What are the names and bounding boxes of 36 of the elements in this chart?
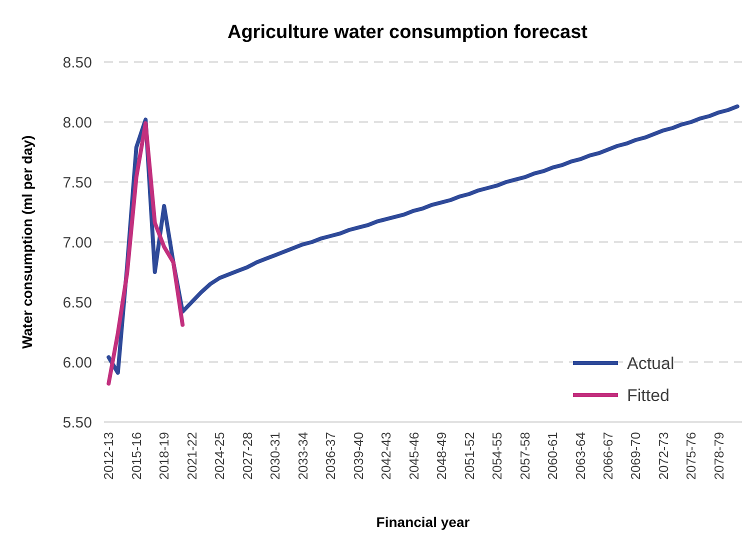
x-axis-title: Financial year bbox=[376, 514, 470, 530]
x-tick-label: 2063-64 bbox=[572, 432, 588, 480]
x-tick-label: 2078-79 bbox=[711, 432, 726, 480]
x-tick-label: 2048-49 bbox=[434, 432, 450, 480]
x-tick-label: 2051-52 bbox=[462, 432, 477, 480]
x-tick-label: 2072-73 bbox=[656, 432, 671, 480]
y-tick-label: 6.00 bbox=[62, 354, 92, 372]
x-tick-label: 2015-16 bbox=[128, 432, 144, 480]
x-tick-label: 2042-43 bbox=[378, 432, 394, 480]
x-tick-label: 2069-70 bbox=[628, 432, 644, 480]
y-axis-title: Water consumption (ml per day) bbox=[19, 135, 35, 349]
chart-title: Agriculture water consumption forecast bbox=[227, 22, 588, 43]
x-tick-label: 2060-61 bbox=[545, 432, 560, 480]
legend-label: Fitted bbox=[627, 386, 670, 405]
x-tick-label: 2012-13 bbox=[101, 432, 116, 480]
legend-label: Actual bbox=[627, 354, 674, 373]
y-tick-label: 8.50 bbox=[62, 54, 92, 72]
y-tick-label: 7.50 bbox=[62, 174, 92, 192]
x-tick-label: 2027-28 bbox=[240, 432, 255, 480]
x-tick-label: 2030-31 bbox=[268, 432, 283, 480]
x-tick-label: 2036-37 bbox=[323, 432, 338, 480]
y-tick-label: 7.00 bbox=[62, 234, 92, 252]
y-tick-label: 8.00 bbox=[62, 114, 92, 132]
x-tick-label: 2039-40 bbox=[350, 432, 366, 480]
y-tick-label: 6.50 bbox=[62, 294, 92, 312]
x-tick-label: 2054-55 bbox=[490, 432, 505, 480]
y-tick-label: 5.50 bbox=[62, 414, 92, 432]
x-tick-label: 2024-25 bbox=[212, 432, 228, 480]
x-tick-label: 2075-76 bbox=[684, 432, 699, 480]
x-tick-label: 2066-67 bbox=[600, 432, 616, 480]
x-tick-label: 2033-34 bbox=[295, 432, 310, 480]
x-tick-label: 2057-58 bbox=[517, 432, 532, 480]
x-tick-label: 2045-46 bbox=[406, 432, 422, 480]
line-series bbox=[106, 121, 185, 386]
x-tick-label: 2021-22 bbox=[184, 432, 200, 480]
x-tick-label: 2018-19 bbox=[156, 432, 172, 480]
